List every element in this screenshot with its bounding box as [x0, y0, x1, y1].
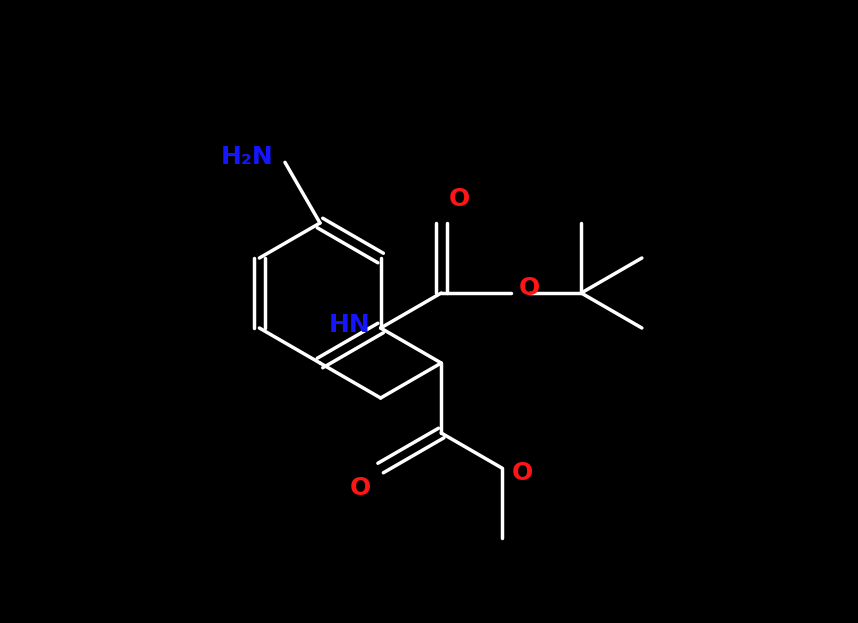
Text: H₂N: H₂N [221, 145, 273, 169]
Text: O: O [519, 276, 541, 300]
Text: O: O [512, 461, 533, 485]
Text: O: O [450, 187, 470, 211]
Text: O: O [349, 476, 371, 500]
Text: HN: HN [329, 313, 371, 337]
